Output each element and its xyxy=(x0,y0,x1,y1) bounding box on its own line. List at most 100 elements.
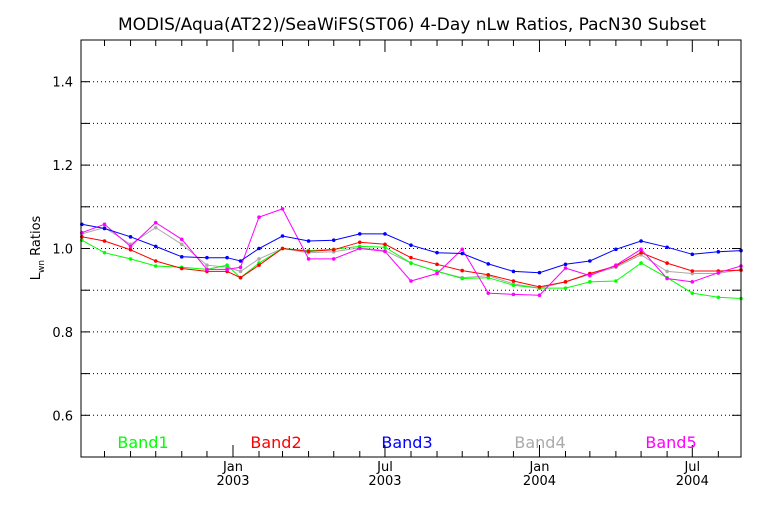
data-point xyxy=(614,279,618,283)
data-point xyxy=(179,255,184,259)
data-point xyxy=(102,250,107,255)
data-point xyxy=(435,250,439,255)
data-point xyxy=(716,295,721,300)
data-point xyxy=(205,263,209,267)
data-point xyxy=(639,250,643,255)
data-point xyxy=(357,232,362,236)
data-point xyxy=(357,246,362,251)
plot-frame xyxy=(80,39,742,458)
chart-title: MODIS/Aqua(AT22)/SeaWiFS(ST06) 4-Day nLw… xyxy=(118,15,706,35)
x-tick-month: Jan xyxy=(528,460,549,475)
x-tick-month: Jul xyxy=(376,460,393,475)
legend-label: Band3 xyxy=(381,433,432,452)
data-point xyxy=(205,255,209,260)
x-tick-year: 2003 xyxy=(368,474,401,489)
y-tick-label: 0.6 xyxy=(52,409,73,424)
data-point xyxy=(665,245,669,250)
data-point xyxy=(409,243,413,247)
data-point xyxy=(383,242,387,247)
data-point xyxy=(153,244,158,249)
data-point xyxy=(639,261,643,265)
data-point xyxy=(306,249,311,254)
x-tick-year: 2003 xyxy=(216,474,249,489)
series-line xyxy=(81,236,742,288)
data-point xyxy=(153,259,158,263)
data-point xyxy=(257,257,261,261)
data-point xyxy=(102,226,107,231)
data-point xyxy=(716,270,721,275)
data-point xyxy=(238,269,243,274)
legend-label: Band1 xyxy=(117,433,168,452)
data-point xyxy=(257,246,261,251)
y-tick-label: 1.0 xyxy=(52,243,73,258)
data-point xyxy=(588,273,592,278)
y-tick-label: 0.8 xyxy=(52,326,73,341)
data-point xyxy=(563,266,568,270)
data-point xyxy=(128,244,133,249)
y-tick-label: 1.4 xyxy=(52,76,73,91)
data-point xyxy=(280,207,285,211)
data-point xyxy=(563,262,568,267)
data-point xyxy=(537,285,542,289)
data-point xyxy=(306,257,311,261)
data-point xyxy=(409,279,413,283)
data-point xyxy=(563,280,568,284)
data-point xyxy=(716,250,721,254)
x-tick-year: 2004 xyxy=(523,474,556,489)
data-point xyxy=(409,255,413,260)
data-point xyxy=(331,238,336,242)
data-point xyxy=(331,257,336,261)
data-point xyxy=(511,279,516,283)
legend-label: Band5 xyxy=(645,433,696,452)
data-point xyxy=(128,257,133,261)
y-axis-label: Lwn Ratios xyxy=(29,215,47,280)
data-point xyxy=(128,235,133,239)
data-point xyxy=(690,252,695,257)
data-point xyxy=(331,247,336,252)
x-tick-month: Jan xyxy=(222,460,243,475)
data-point xyxy=(383,245,387,250)
data-point xyxy=(614,247,618,252)
data-point xyxy=(383,232,387,236)
x-tick-year: 2004 xyxy=(676,474,709,489)
data-point xyxy=(460,251,465,256)
data-point xyxy=(383,249,387,254)
data-point xyxy=(102,239,107,243)
series-line xyxy=(81,208,742,296)
data-point xyxy=(690,280,695,284)
series-line xyxy=(81,223,742,274)
data-point xyxy=(280,246,285,251)
data-point xyxy=(238,265,243,270)
data-point xyxy=(435,262,439,267)
data-point xyxy=(357,240,362,245)
data-point xyxy=(179,242,184,247)
data-point xyxy=(690,291,695,295)
data-point xyxy=(665,261,669,265)
data-point xyxy=(690,269,695,273)
data-point xyxy=(614,263,618,267)
data-point xyxy=(153,225,158,230)
data-point xyxy=(225,255,229,260)
data-point xyxy=(588,280,592,284)
data-point xyxy=(639,247,643,252)
x-minor-ticks xyxy=(104,40,719,457)
data-point xyxy=(280,234,285,238)
y-axis-ticks: 0.6 0.8 1.0 1.2 1.4 xyxy=(52,76,741,424)
data-point xyxy=(537,270,542,275)
series-line xyxy=(81,239,742,299)
data-point xyxy=(179,237,184,242)
data-point xyxy=(486,272,491,277)
data-point xyxy=(238,275,243,280)
data-point xyxy=(179,266,184,271)
data-point xyxy=(306,239,311,243)
data-point xyxy=(537,293,542,298)
data-point xyxy=(460,276,465,281)
data-point xyxy=(460,247,465,252)
data-point xyxy=(511,292,516,297)
data-point xyxy=(102,222,107,227)
data-point xyxy=(435,271,439,276)
legend: Band1 Band2 Band3 Band4 Band5 xyxy=(117,433,696,452)
data-point xyxy=(257,215,261,220)
x-tick-month: Jul xyxy=(683,460,700,475)
